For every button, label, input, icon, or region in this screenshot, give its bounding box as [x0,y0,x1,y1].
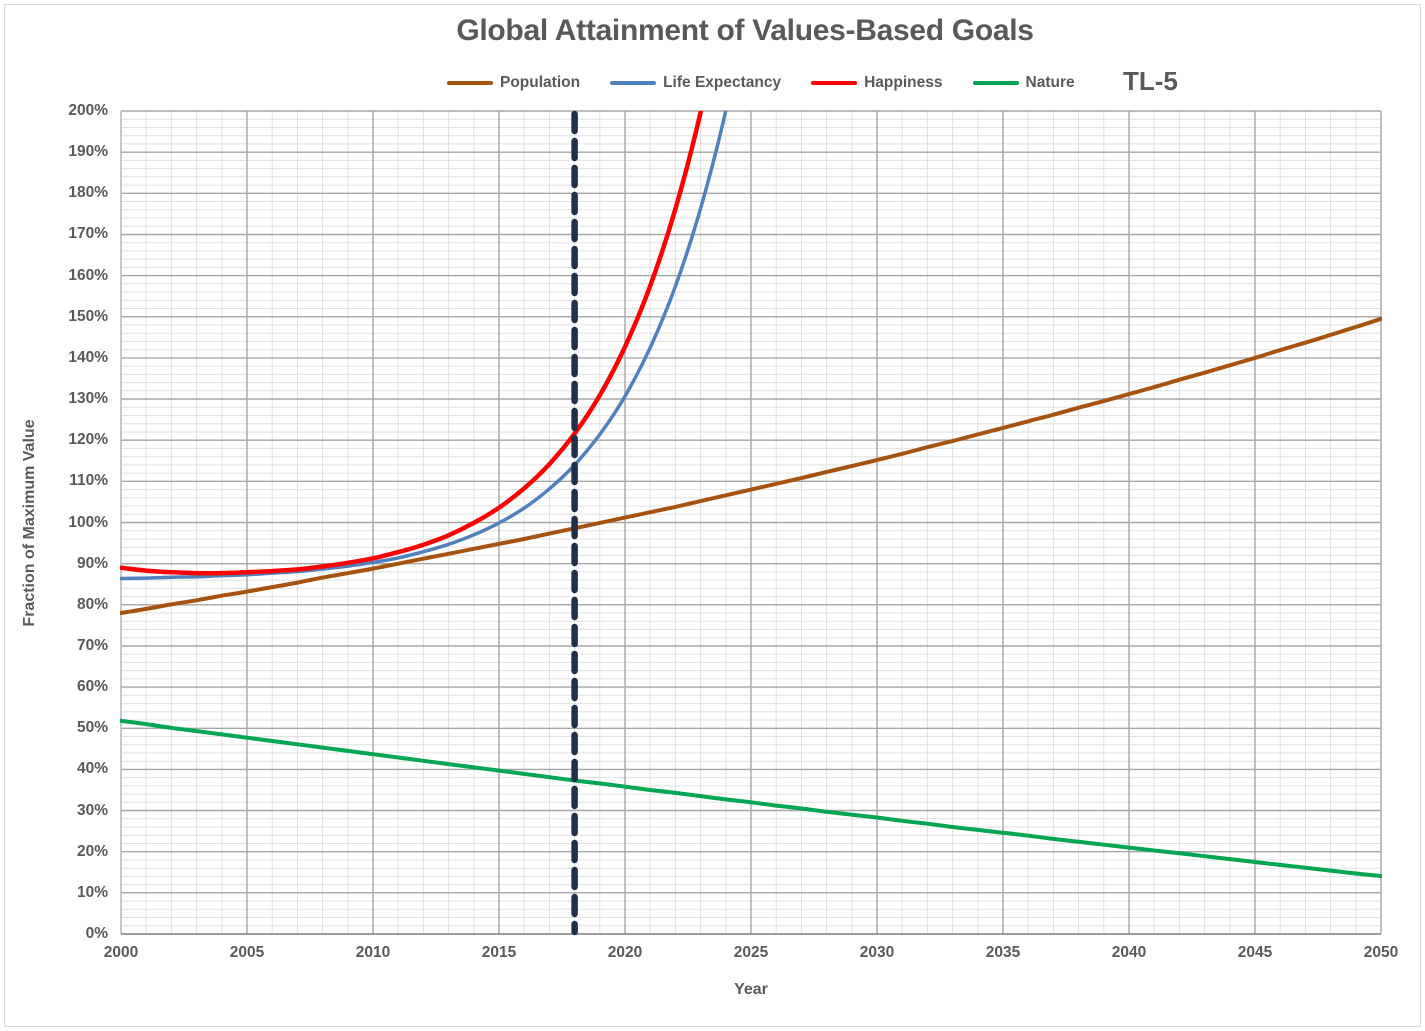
y-tick-label: 160% [68,267,108,284]
y-tick-label: 50% [76,719,108,736]
y-tick-label: 120% [68,431,108,448]
series-line-nature [120,718,1382,878]
y-tick-label: 30% [76,802,108,819]
y-tick-label: 10% [76,884,108,901]
legend: Population Life Expectancy Happiness Nat… [447,72,1075,94]
series-line-happiness [120,111,704,576]
y-tick-label: 110% [69,472,108,489]
y-tick-label: 60% [76,678,108,695]
x-tick-label: 2040 [1111,944,1147,961]
legend-label: Population [500,74,581,91]
x-tick-label: 2035 [985,944,1021,961]
x-tick-label: 2020 [607,944,643,961]
x-tick-label: 2050 [1363,944,1399,961]
x-tick-label: 2010 [355,944,391,961]
x-tick-label: 2000 [103,944,139,961]
x-tick-label: 2005 [229,944,265,961]
tech-level-annotation: TL-5 [1123,66,1178,96]
y-tick-label: 180% [68,184,108,201]
x-tick-label: 2025 [733,944,769,961]
y-tick-label: 130% [68,390,108,407]
legend-item-population: Population [447,74,580,92]
y-tick-label: 90% [76,555,108,572]
y-tick-label: 170% [68,225,108,242]
chart-title: Global Attainment of Values-Based Goals [456,14,1034,47]
y-tick-label: 0% [85,925,108,942]
legend-item-happiness: Happiness [811,74,943,92]
series-line-life-expectancy [120,111,728,581]
nature-line-swatch [972,81,1019,85]
x-tick-label: 2030 [859,944,895,961]
chart-frame-border [4,4,1421,1027]
x-axis-title: Year [734,981,768,998]
y-tick-label: 20% [76,843,108,860]
legend-label: Nature [1025,74,1075,91]
legend-label: Happiness [864,74,943,91]
legend-item-nature: Nature [972,74,1075,92]
series-lines [120,111,1382,878]
y-tick-label: 140% [68,349,108,366]
y-tick-label: 150% [68,308,108,325]
y-tick-label: 80% [76,596,108,613]
y-tick-label: 100% [68,514,108,531]
x-tick-label: 2015 [481,944,517,961]
series-line-population [120,316,1382,615]
y-tick-label: 200% [68,102,108,119]
y-tick-label: 70% [76,637,108,654]
life-expectancy-line-swatch [610,81,657,85]
x-tick-label: 2045 [1237,944,1273,961]
population-line-swatch [447,81,493,85]
y-tick-label: 190% [68,143,108,160]
y-tick-label: 40% [76,760,108,777]
legend-label: Life Expectancy [663,74,782,91]
happiness-line-swatch [811,81,858,85]
legend-item-life-expectancy: Life Expectancy [610,74,781,92]
